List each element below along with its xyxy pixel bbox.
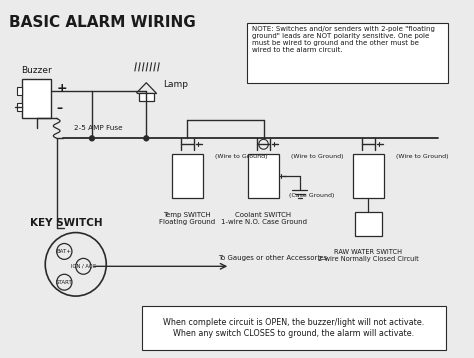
- Text: BASIC ALARM WIRING: BASIC ALARM WIRING: [9, 15, 196, 30]
- Text: KEY SWITCH: KEY SWITCH: [30, 218, 102, 228]
- Text: START: START: [56, 280, 73, 285]
- Text: 2-5 AMP Fuse: 2-5 AMP Fuse: [74, 125, 122, 131]
- Bar: [353, 154, 383, 198]
- Text: BAT+: BAT+: [57, 249, 72, 254]
- Text: (Wire to Ground): (Wire to Ground): [291, 154, 344, 159]
- Text: (Wire to Ground): (Wire to Ground): [215, 154, 267, 159]
- Text: Coolant SWITCH
1-wire N.O. Case Ground: Coolant SWITCH 1-wire N.O. Case Ground: [220, 212, 307, 225]
- Text: To Gauges or other Accessories: To Gauges or other Accessories: [219, 255, 328, 261]
- Text: NOTE: Switches and/or senders with 2-pole "floating
ground" leads are NOT polari: NOTE: Switches and/or senders with 2-pol…: [252, 26, 435, 53]
- Bar: [139, 93, 154, 101]
- Text: IGN / ACC: IGN / ACC: [71, 264, 96, 269]
- Bar: [143, 306, 446, 350]
- Text: (Wire to Ground): (Wire to Ground): [396, 154, 448, 159]
- Text: RAW WATER SWITCH
2-wire Normally Closed Circuit: RAW WATER SWITCH 2-wire Normally Closed …: [318, 250, 419, 262]
- Bar: [17, 87, 22, 95]
- Circle shape: [144, 136, 149, 141]
- Bar: [248, 154, 279, 198]
- Text: (Case Ground): (Case Ground): [289, 193, 334, 198]
- Bar: [172, 154, 202, 198]
- Bar: [247, 23, 447, 83]
- Text: Lamp: Lamp: [164, 80, 189, 89]
- Text: +: +: [57, 82, 67, 95]
- Text: Buzzer: Buzzer: [21, 66, 52, 75]
- Circle shape: [90, 136, 94, 141]
- Bar: [22, 79, 51, 118]
- Bar: [355, 212, 382, 236]
- Text: When complete circuit is OPEN, the buzzer/light will not activate.
When any swit: When complete circuit is OPEN, the buzze…: [164, 318, 425, 338]
- Text: –: –: [57, 102, 63, 115]
- Bar: [17, 103, 22, 111]
- Text: Temp SWITCH
Floating Ground: Temp SWITCH Floating Ground: [159, 212, 215, 225]
